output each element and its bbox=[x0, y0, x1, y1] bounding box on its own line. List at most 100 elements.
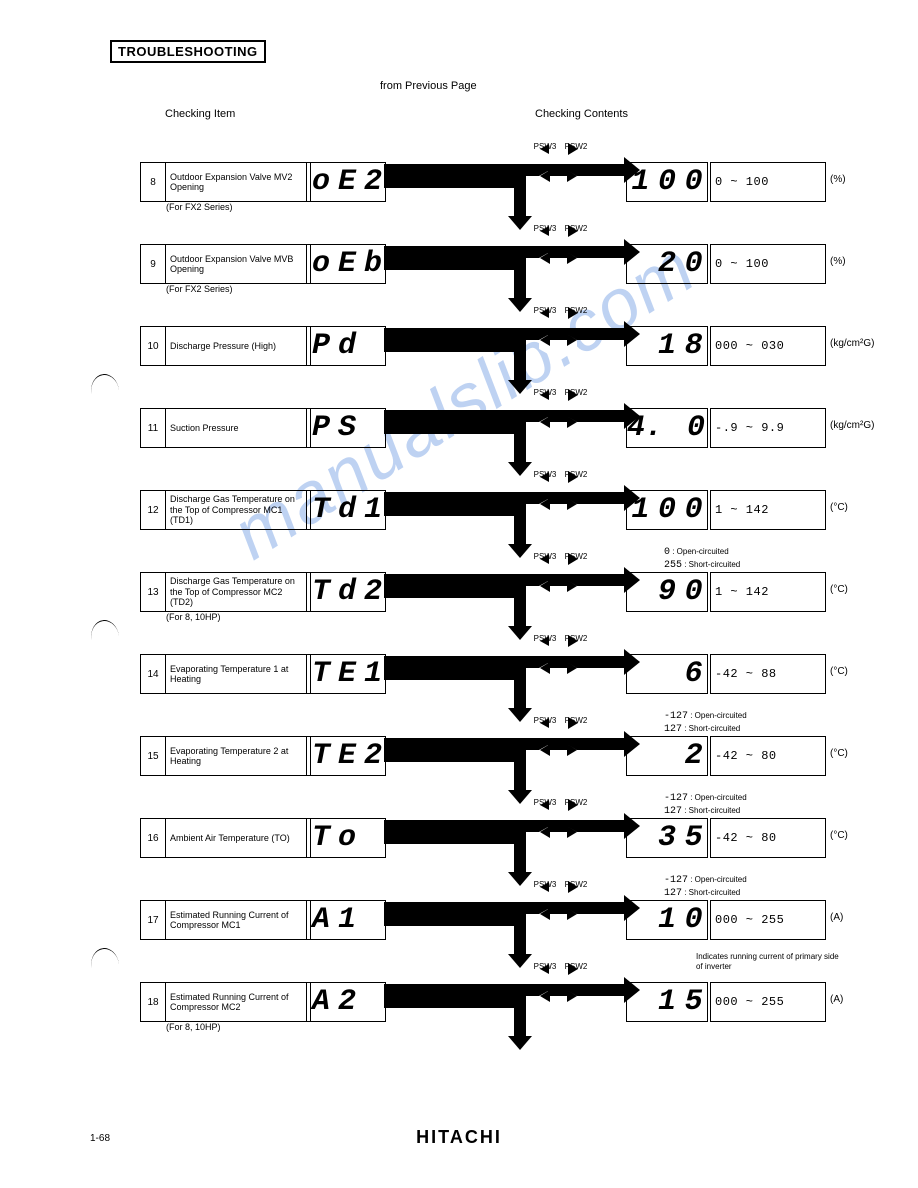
item-box: 8Outdoor Expansion Valve MV2 Opening bbox=[140, 162, 311, 202]
unit-label: (°C) bbox=[830, 584, 848, 595]
item-description: Discharge Pressure (High) bbox=[166, 327, 310, 365]
value-display: 10 bbox=[626, 900, 708, 940]
range-display: -.9 ~ 9.9 bbox=[710, 408, 826, 448]
item-number: 16 bbox=[141, 819, 166, 857]
item-box: 11Suction Pressure bbox=[140, 408, 311, 448]
value-display: 15 bbox=[626, 982, 708, 1022]
item-subtext: (For FX2 Series) bbox=[166, 284, 233, 294]
range-display: -42 ~ 80 bbox=[710, 736, 826, 776]
row-14: 14Evaporating Temperature 1 at HeatingTE… bbox=[110, 628, 858, 708]
unit-label: (°C) bbox=[830, 666, 848, 677]
range-display: 1 ~ 142 bbox=[710, 572, 826, 612]
arrow-block: PSW3PSW2PSW2PSW3 bbox=[384, 792, 624, 872]
code-display: A2 bbox=[306, 982, 386, 1022]
arrow-block: PSW3PSW2PSW2PSW3 bbox=[384, 956, 624, 1036]
range-display: -42 ~ 80 bbox=[710, 818, 826, 858]
range-display: 000 ~ 030 bbox=[710, 326, 826, 366]
row-9: 9Outdoor Expansion Valve MVB Opening(For… bbox=[110, 218, 858, 298]
value-display: 4.0 bbox=[626, 408, 708, 448]
page: TROUBLESHOOTING from Previous Page Check… bbox=[0, 0, 918, 1188]
item-number: 14 bbox=[141, 655, 166, 693]
unit-label: (A) bbox=[830, 912, 843, 923]
unit-label: (%) bbox=[830, 256, 846, 267]
arrow-block: PSW3PSW2PSW2PSW3 bbox=[384, 218, 624, 298]
row-15: 15Evaporating Temperature 2 at HeatingTE… bbox=[110, 710, 858, 790]
item-number: 18 bbox=[141, 983, 166, 1021]
row-17: 17Estimated Running Current of Compresso… bbox=[110, 874, 858, 954]
item-description: Discharge Gas Temperature on the Top of … bbox=[166, 491, 310, 529]
value-display: 100 bbox=[626, 162, 708, 202]
item-box: 18Estimated Running Current of Compresso… bbox=[140, 982, 311, 1022]
item-description: Outdoor Expansion Valve MV2 Opening bbox=[166, 163, 310, 201]
arrow-block: PSW3PSW2PSW2PSW3 bbox=[384, 136, 624, 216]
circuit-annotation: -127 : Open-circuited127 : Short-circuit… bbox=[664, 874, 747, 900]
item-box: 12Discharge Gas Temperature on the Top o… bbox=[140, 490, 311, 530]
item-number: 13 bbox=[141, 573, 166, 611]
code-display: PS bbox=[306, 408, 386, 448]
circuit-annotation: -127 : Open-circuited127 : Short-circuit… bbox=[664, 710, 747, 736]
range-display: 0 ~ 100 bbox=[710, 244, 826, 284]
column-left-label: Checking Item bbox=[165, 108, 235, 120]
from-previous-label: from Previous Page bbox=[380, 80, 477, 92]
unit-label: (°C) bbox=[830, 830, 848, 841]
unit-label: (°C) bbox=[830, 748, 848, 759]
section-header: TROUBLESHOOTING bbox=[110, 40, 266, 63]
value-display: 2 bbox=[626, 736, 708, 776]
item-subtext: (For 8, 10HP) bbox=[166, 612, 221, 622]
row-10: 10Discharge Pressure (High)PdPSW3PSW2PSW… bbox=[110, 300, 858, 380]
row-8: 8Outdoor Expansion Valve MV2 Opening(For… bbox=[110, 136, 858, 216]
item-subtext: (For 8, 10HP) bbox=[166, 1022, 221, 1032]
value-display: 6 bbox=[626, 654, 708, 694]
unit-label: (kg/cm²G) bbox=[830, 420, 874, 431]
unit-label: (°C) bbox=[830, 502, 848, 513]
arrow-block: PSW3PSW2PSW2PSW3 bbox=[384, 710, 624, 790]
code-display: Pd bbox=[306, 326, 386, 366]
inverter-annotation: Indicates running current of primary sid… bbox=[696, 952, 846, 973]
item-number: 15 bbox=[141, 737, 166, 775]
arrow-block: PSW3PSW2PSW2PSW3 bbox=[384, 464, 624, 544]
item-description: Evaporating Temperature 1 at Heating bbox=[166, 655, 310, 693]
column-right-label: Checking Contents bbox=[535, 108, 628, 120]
value-display: 35 bbox=[626, 818, 708, 858]
rows-container: 8Outdoor Expansion Valve MV2 Opening(For… bbox=[110, 136, 858, 1036]
value-display: 100 bbox=[626, 490, 708, 530]
arrow-block: PSW3PSW2PSW2PSW3 bbox=[384, 546, 624, 626]
item-description: Outdoor Expansion Valve MVB Opening bbox=[166, 245, 310, 283]
unit-label: (%) bbox=[830, 174, 846, 185]
code-display: To bbox=[306, 818, 386, 858]
item-box: 15Evaporating Temperature 2 at Heating bbox=[140, 736, 311, 776]
item-box: 16Ambient Air Temperature (TO) bbox=[140, 818, 311, 858]
code-display: oE2 bbox=[306, 162, 386, 202]
arrow-block: PSW3PSW2PSW2PSW3 bbox=[384, 300, 624, 380]
row-12: 12Discharge Gas Temperature on the Top o… bbox=[110, 464, 858, 544]
item-box: 13Discharge Gas Temperature on the Top o… bbox=[140, 572, 311, 612]
circuit-annotation: -127 : Open-circuited127 : Short-circuit… bbox=[664, 792, 747, 818]
arrow-block: PSW3PSW2PSW2PSW3 bbox=[384, 628, 624, 708]
item-description: Discharge Gas Temperature on the Top of … bbox=[166, 573, 310, 611]
page-number: 1-68 bbox=[90, 1133, 110, 1144]
item-number: 10 bbox=[141, 327, 166, 365]
item-box: 9Outdoor Expansion Valve MVB Opening bbox=[140, 244, 311, 284]
arrow-block: PSW3PSW2PSW2PSW3 bbox=[384, 874, 624, 954]
item-subtext: (For FX2 Series) bbox=[166, 202, 233, 212]
code-display: TE2 bbox=[306, 736, 386, 776]
brand-footer: HITACHI bbox=[0, 1127, 918, 1148]
item-description: Evaporating Temperature 2 at Heating bbox=[166, 737, 310, 775]
circuit-annotation: 0 : Open-circuited255 : Short-circuited bbox=[664, 546, 740, 572]
item-number: 12 bbox=[141, 491, 166, 529]
range-display: -42 ~ 88 bbox=[710, 654, 826, 694]
range-display: 000 ~ 255 bbox=[710, 900, 826, 940]
item-box: 14Evaporating Temperature 1 at Heating bbox=[140, 654, 311, 694]
range-display: 1 ~ 142 bbox=[710, 490, 826, 530]
range-display: 0 ~ 100 bbox=[710, 162, 826, 202]
item-number: 8 bbox=[141, 163, 166, 201]
code-display: TE1 bbox=[306, 654, 386, 694]
unit-label: (A) bbox=[830, 994, 843, 1005]
row-18: 18Estimated Running Current of Compresso… bbox=[110, 956, 858, 1036]
code-display: Td1 bbox=[306, 490, 386, 530]
item-description: Ambient Air Temperature (TO) bbox=[166, 819, 310, 857]
item-box: 17Estimated Running Current of Compresso… bbox=[140, 900, 311, 940]
item-number: 11 bbox=[141, 409, 166, 447]
row-16: 16Ambient Air Temperature (TO)ToPSW3PSW2… bbox=[110, 792, 858, 872]
row-13: 13Discharge Gas Temperature on the Top o… bbox=[110, 546, 858, 626]
